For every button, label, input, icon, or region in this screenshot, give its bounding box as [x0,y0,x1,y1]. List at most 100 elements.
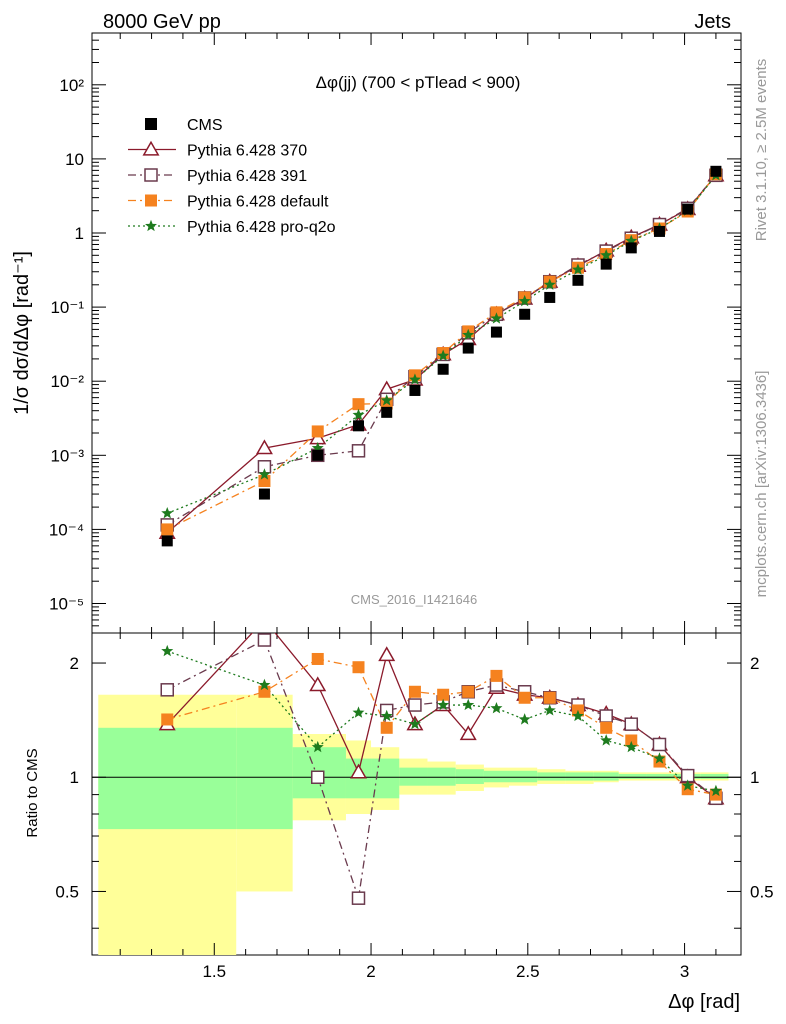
series-point-main [571,263,584,275]
stat-uncertainty-band [371,758,400,799]
series-point-ratio [378,646,396,662]
series-point-main [408,373,421,385]
series-point-ratio [490,669,503,682]
series-point-main [352,408,365,421]
main-y-tick-label: 10 [65,150,84,169]
series-point-ratio [408,685,421,698]
stat-uncertainty-band [399,767,428,786]
ratio-y-tick-label: 2 [70,654,79,673]
data-point [490,326,502,338]
series-point-main [352,398,365,411]
series-point-ratio [652,737,667,752]
series-point-ratio [161,713,174,726]
header-right-label: Jets [694,11,731,33]
series-point-ratio [352,706,365,718]
mcplots-reference-label: mcplots.cern.ch [arXiv:1306.3436] [753,371,770,598]
ratio-y-axis-label: Ratio to CMS [24,748,41,837]
series-point-ratio [311,740,324,753]
series-point-ratio [518,713,531,725]
series-line-main [166,174,717,526]
series-point-main [437,349,450,361]
data-point [572,274,584,286]
series-point-main [543,278,556,290]
series-point-ratio [600,721,613,734]
data-point [437,363,449,375]
series-point-ratio [380,721,393,734]
series-point-main [351,444,366,458]
x-tick-label: 2 [366,962,375,981]
data-point [682,203,694,215]
series-markers [158,165,725,905]
rivet-version-label: Rivet 3.1.10, ≥ 2.5M events [753,59,770,242]
data-point [381,406,393,418]
main-y-tick-label: 10⁻¹ [50,298,84,317]
ratio-y-tick-label-right: 0.5 [750,882,774,901]
series-point-ratio [599,709,613,723]
main-y-tick-label: 10⁻² [50,372,84,391]
header-left-label: 8000 GeV pp [103,11,221,33]
series-point-ratio [309,676,327,692]
legend-marker [145,194,157,207]
stat-uncertainty-band [508,770,538,783]
series-point-ratio [681,783,694,796]
main-y-axis-label: 1/σ dσ/dΔφ [rad⁻¹] [11,251,33,415]
series-point-main [462,328,475,341]
series-point-main [258,468,271,480]
legend-label: Pythia 6.428 370 [187,143,307,160]
series-point-main [161,523,174,536]
main-y-tick-label: 10⁻⁴ [49,520,84,539]
x-tick-label: 3 [680,962,689,981]
ratio-y-tick-label-right: 1 [750,768,759,787]
main-y-tick-label: 10⁻⁵ [49,595,84,614]
stat-uncertainty-band [593,772,619,781]
series-point-ratio [310,770,325,784]
stat-uncertainty-band [565,772,594,781]
data-point [409,384,421,396]
series-point-ratio [161,644,174,657]
series-point-ratio [543,691,556,704]
data-point [653,225,665,237]
ratio-y-tick-label: 0.5 [55,882,79,901]
x-axis-label: Δφ [rad] [668,991,740,1013]
data-point [462,342,474,354]
series-point-main [518,294,531,307]
data-point [625,242,637,254]
stat-uncertainty-band [98,727,237,830]
series-point-main [161,506,174,519]
legend-label: Pythia 6.428 pro-q2o [187,219,336,236]
ratio-y-tick-label: 1 [70,768,79,787]
series-point-ratio [437,688,450,701]
series-point-ratio [600,734,613,746]
data-point [352,420,364,432]
plot-title: Δφ(jj) (700 < pTlead < 900) [316,73,521,92]
series-point-main [490,312,503,324]
main-y-tick-label: 10² [59,76,84,95]
legend-marker [145,118,157,130]
ratio-uncertainty-bands [92,694,741,955]
stat-uncertainty-band [700,773,729,779]
ratio-panel-frame [91,632,742,956]
stat-uncertainty-band [236,727,293,830]
series-point-main [311,441,324,454]
analysis-watermark: CMS_2016_I1421646 [351,592,478,607]
ratio-y-tick-label-right: 2 [750,654,759,673]
series-point-ratio [350,763,367,779]
legend: CMS Pythia 6.428 370 Pythia 6.428 391 Pythi… [128,117,336,236]
x-tick-label: 1.5 [202,962,226,981]
stat-uncertainty-band [455,769,484,784]
axes: 1.5 2 2.5 3 10⁻⁵ 10⁻⁴ 10⁻³ 10⁻² 10⁻¹ 1 10 10² 0.5 0.5… [49,32,774,981]
series-point-ratio [352,661,365,674]
series-point-ratio [459,725,477,741]
series-point-ratio [709,784,722,797]
stat-uncertainty-band [537,772,566,781]
stat-uncertainty-band [483,770,509,783]
stat-uncertainty-band [427,767,456,786]
series-point-ratio [160,683,174,697]
series-point-ratio [408,698,422,712]
data-point [710,165,722,177]
x-tick-label: 2.5 [516,962,540,981]
stat-uncertainty-band [646,773,676,779]
series-point-ratio [571,709,584,722]
data-point [544,291,556,303]
